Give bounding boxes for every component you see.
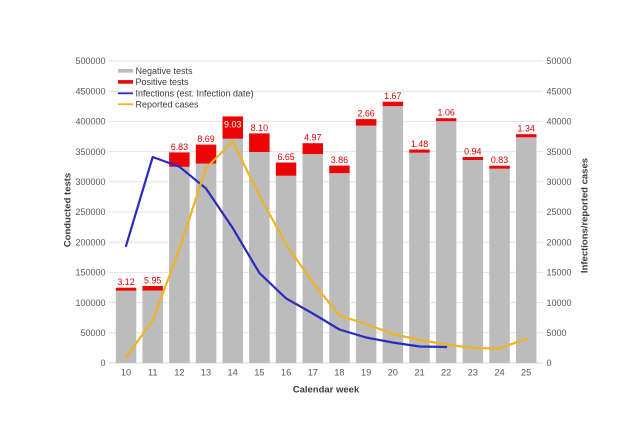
svg-text:10: 10 <box>121 368 131 378</box>
svg-text:25000: 25000 <box>547 207 572 217</box>
svg-text:2.66: 2.66 <box>357 109 374 119</box>
svg-text:250000: 250000 <box>75 207 105 217</box>
svg-text:12: 12 <box>174 368 184 378</box>
svg-text:350000: 350000 <box>75 147 105 157</box>
svg-text:Reported cases: Reported cases <box>136 99 200 109</box>
svg-text:8.69: 8.69 <box>197 134 214 144</box>
svg-text:Infections/reported cases: Infections/reported cases <box>580 158 591 273</box>
svg-text:22: 22 <box>441 368 451 378</box>
svg-text:0.94: 0.94 <box>464 147 481 157</box>
svg-text:0: 0 <box>547 358 552 368</box>
svg-text:35000: 35000 <box>547 147 572 157</box>
svg-text:24: 24 <box>494 368 504 378</box>
svg-text:3.86: 3.86 <box>331 155 348 165</box>
svg-text:Calendar week: Calendar week <box>293 385 360 396</box>
svg-text:10000: 10000 <box>547 298 572 308</box>
svg-text:Negative tests: Negative tests <box>136 66 194 76</box>
svg-text:Infections (est. Infection dat: Infections (est. Infection date) <box>136 88 254 98</box>
svg-text:15000: 15000 <box>547 268 572 278</box>
svg-text:0.83: 0.83 <box>491 155 508 165</box>
svg-text:1.48: 1.48 <box>411 139 428 149</box>
svg-text:23: 23 <box>468 368 478 378</box>
svg-text:100000: 100000 <box>75 298 105 308</box>
svg-text:450000: 450000 <box>75 86 105 96</box>
svg-text:300000: 300000 <box>75 177 105 187</box>
svg-text:21: 21 <box>414 368 424 378</box>
svg-text:15: 15 <box>254 368 264 378</box>
svg-text:0: 0 <box>100 358 105 368</box>
svg-text:1.34: 1.34 <box>518 124 535 134</box>
svg-text:16: 16 <box>281 368 291 378</box>
svg-text:4.97: 4.97 <box>304 133 321 143</box>
svg-text:150000: 150000 <box>75 268 105 278</box>
svg-text:3.12: 3.12 <box>117 277 134 287</box>
svg-text:400000: 400000 <box>75 117 105 127</box>
svg-text:13: 13 <box>201 368 211 378</box>
svg-text:19: 19 <box>361 368 371 378</box>
svg-text:1.06: 1.06 <box>438 108 455 118</box>
svg-text:Positive tests: Positive tests <box>136 77 190 87</box>
svg-text:11: 11 <box>148 368 158 378</box>
svg-text:40000: 40000 <box>547 117 572 127</box>
svg-text:14: 14 <box>228 368 238 378</box>
svg-text:9.03: 9.03 <box>224 119 241 129</box>
svg-text:1.67: 1.67 <box>384 91 401 101</box>
svg-text:50000: 50000 <box>80 328 105 338</box>
svg-text:200000: 200000 <box>75 237 105 247</box>
svg-text:17: 17 <box>308 368 318 378</box>
svg-text:18: 18 <box>334 368 344 378</box>
svg-text:30000: 30000 <box>547 177 572 187</box>
svg-text:500000: 500000 <box>75 56 105 66</box>
svg-text:45000: 45000 <box>547 86 572 96</box>
svg-text:6.83: 6.83 <box>171 142 188 152</box>
svg-text:8.10: 8.10 <box>251 123 268 133</box>
svg-text:6.65: 6.65 <box>277 152 294 162</box>
svg-text:Conducted tests: Conducted tests <box>63 173 74 247</box>
svg-text:20000: 20000 <box>547 237 572 247</box>
svg-text:5000: 5000 <box>547 328 567 338</box>
svg-text:50000: 50000 <box>547 56 572 66</box>
svg-text:20: 20 <box>388 368 398 378</box>
svg-text:25: 25 <box>521 368 531 378</box>
svg-text:5.95: 5.95 <box>144 276 161 286</box>
